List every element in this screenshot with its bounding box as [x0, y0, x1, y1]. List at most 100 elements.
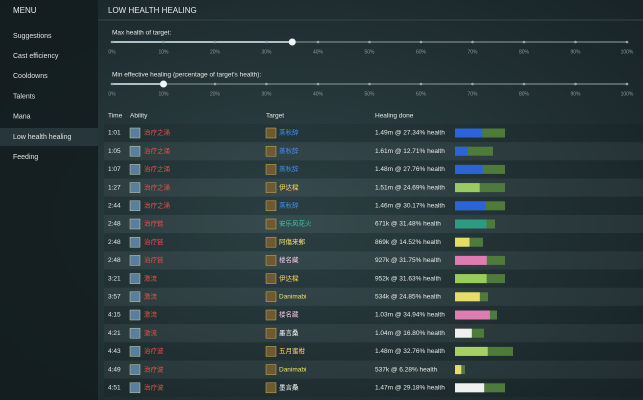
slider-tick-label: 30% — [261, 49, 272, 55]
healing-done: 1.46m @ 30.17% health — [375, 203, 445, 210]
target-icon — [265, 273, 277, 284]
slider-tick — [316, 82, 320, 86]
slider-tick — [213, 40, 217, 44]
target: Danimabi — [279, 366, 306, 373]
slider-tick-label: 100% — [621, 91, 634, 97]
row-background — [104, 233, 643, 252]
healing-done: 1.48m @ 27.76% health — [375, 166, 445, 173]
time: 1:27 — [108, 184, 121, 191]
slider-tick-label: 70% — [467, 91, 478, 97]
ability: 激流 — [144, 273, 158, 282]
ability: 治疗之涌 — [144, 164, 170, 173]
slider-tick-label: 20% — [210, 91, 221, 97]
ability-icon — [129, 327, 141, 339]
time: 4:15 — [108, 312, 121, 319]
slider-tick — [574, 40, 577, 44]
ability: 治疗之涌 — [144, 182, 170, 191]
slider-tick — [316, 40, 320, 44]
target-icon — [265, 255, 277, 266]
ability: 激流 — [144, 310, 158, 319]
healing-bar — [455, 164, 483, 174]
row-background — [104, 306, 643, 324]
row-background — [104, 324, 643, 343]
slider-tick — [419, 40, 423, 44]
row-background — [104, 196, 643, 215]
target-icon — [265, 236, 277, 248]
target-icon — [265, 346, 277, 357]
menu-item[interactable]: Feeding — [13, 154, 38, 161]
column-header: Healing done — [375, 113, 414, 120]
health-bar — [455, 146, 493, 156]
slider-tick — [162, 40, 165, 44]
slider-tick-label: 50% — [364, 49, 375, 55]
slider-tick — [522, 82, 526, 86]
target-icon — [265, 182, 277, 193]
ability: 激流 — [144, 292, 158, 301]
ability-icon — [129, 200, 141, 212]
slider-handle[interactable] — [288, 38, 296, 46]
ability-icon — [129, 291, 141, 303]
row-background — [104, 360, 643, 379]
healing-bar — [455, 237, 470, 247]
slider-tick — [471, 82, 474, 86]
row-background — [104, 287, 643, 306]
ability: 治疗链 — [144, 237, 164, 246]
healing-done: 671k @ 31.48% health — [375, 221, 441, 228]
row-background — [104, 378, 643, 397]
slider-tick-label: 60% — [416, 49, 427, 55]
menu-active — [0, 128, 98, 146]
healing-bar — [455, 183, 480, 193]
slider-tick-label: 70% — [467, 49, 478, 55]
ability-icon — [129, 346, 141, 357]
target-icon — [265, 218, 277, 230]
healing-done: 927k @ 31.75% health — [375, 257, 441, 264]
menu-item[interactable]: Low health healing — [13, 134, 71, 141]
healing-bar — [455, 274, 487, 284]
menu-item[interactable]: Cooldowns — [13, 73, 48, 80]
time: 2:48 — [108, 257, 121, 264]
target-icon — [265, 200, 277, 212]
ability: 治疗之涌 — [144, 201, 170, 210]
column-header: Ability — [130, 113, 148, 120]
slider-tick-label: 80% — [519, 91, 530, 97]
target-icon — [265, 164, 277, 175]
slider-handle[interactable] — [160, 80, 167, 88]
ability: 治疗波 — [144, 383, 164, 392]
menu-item[interactable]: Mana — [13, 114, 31, 121]
menu-title: MENU — [13, 6, 37, 15]
healing-done: 1.47m @ 29.18% health — [375, 385, 445, 392]
target: 墨言桑 — [279, 328, 299, 337]
slider-tick-label: 50% — [364, 91, 375, 97]
ability-icon — [129, 309, 141, 321]
ability-icon — [129, 236, 141, 248]
slider-tick-label: 90% — [570, 49, 581, 55]
slider-tick — [625, 40, 629, 44]
column-header: Time — [108, 113, 123, 120]
slider-tick — [574, 82, 577, 86]
ability-icon — [129, 273, 141, 284]
menu-item[interactable]: Cast efficiency — [13, 53, 59, 60]
row-background — [104, 251, 643, 270]
row-background — [104, 142, 643, 161]
menu-item[interactable]: Suggestions — [13, 33, 52, 40]
target-icon — [265, 382, 277, 394]
column-header: Target — [266, 113, 284, 120]
target: 蒸秋辞 — [279, 201, 299, 210]
healing-bar — [455, 146, 468, 156]
target-icon — [265, 364, 277, 375]
menu-item[interactable]: Talents — [13, 93, 36, 100]
time: 3:21 — [108, 275, 121, 282]
row-background — [104, 342, 643, 361]
slider-tick-label: 20% — [210, 49, 221, 55]
healing-bar — [455, 328, 472, 338]
target: 墨言桑 — [279, 383, 299, 392]
ability: 治疗之涌 — [144, 146, 170, 155]
target: 楼名藏 — [279, 310, 299, 319]
row-background — [104, 124, 643, 142]
time: 2:48 — [108, 239, 121, 246]
healing-bar — [455, 383, 485, 393]
slider-tick — [471, 40, 474, 44]
time: 3:57 — [108, 294, 121, 301]
